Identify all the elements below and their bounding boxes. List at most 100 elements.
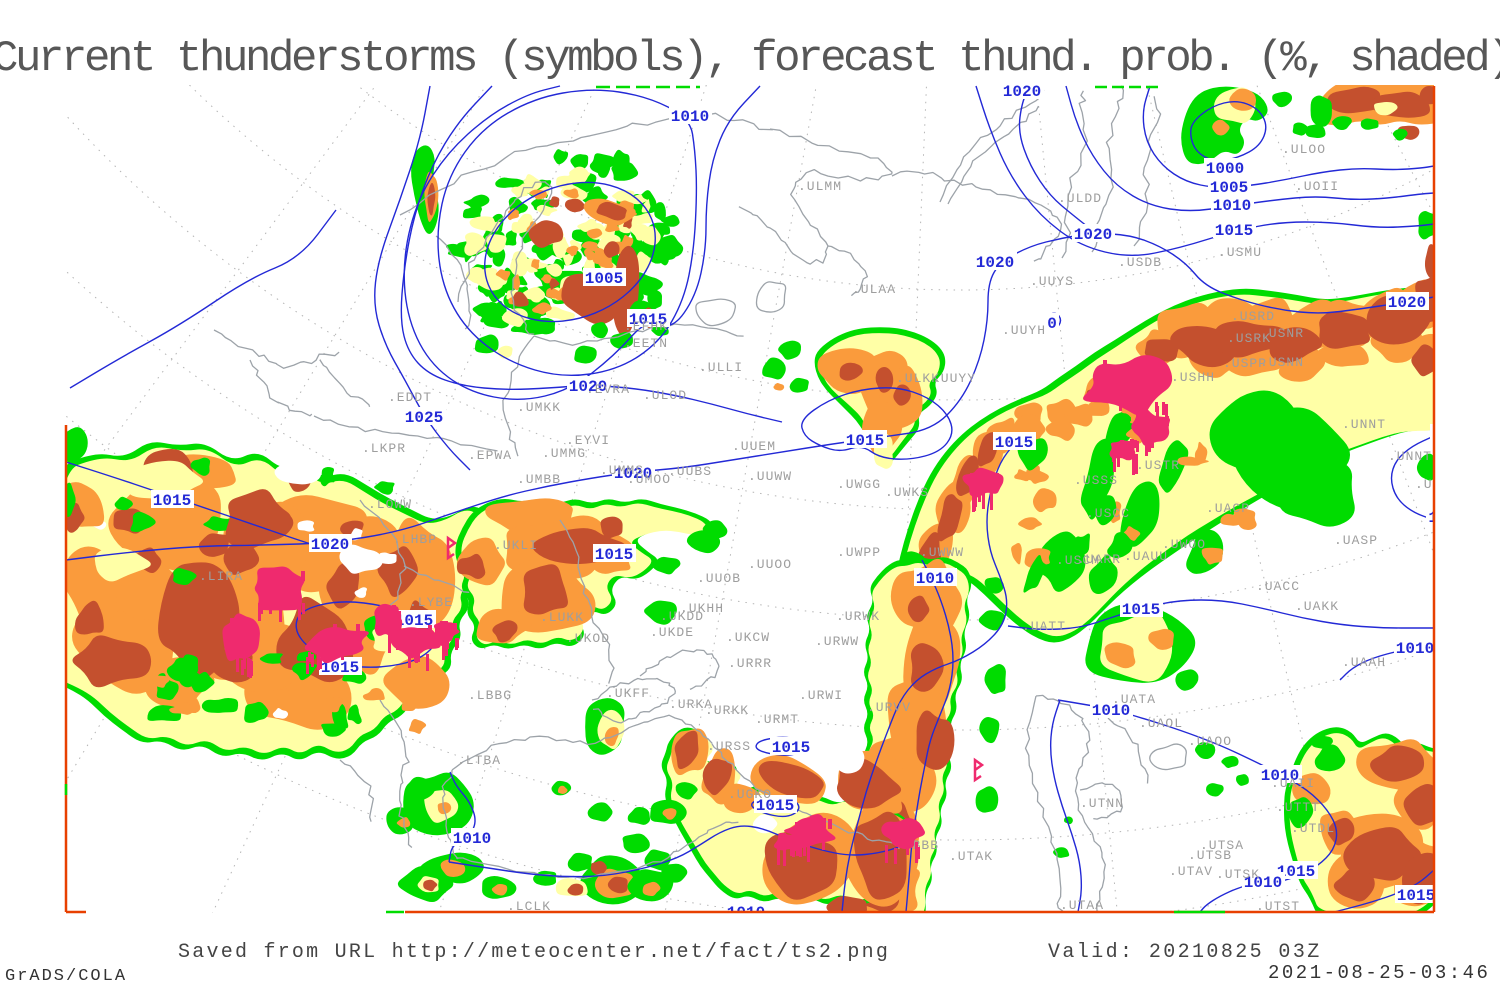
svg-text:.UWWW: .UWWW bbox=[920, 545, 964, 560]
svg-text:.UTSA: .UTSA bbox=[1200, 838, 1244, 853]
svg-text:.USCC: .USCC bbox=[1086, 506, 1130, 521]
svg-text:1020: 1020 bbox=[614, 465, 652, 483]
svg-text:Saved from URL http://meteocen: Saved from URL http://meteocenter.net/fa… bbox=[178, 941, 890, 964]
svg-text:.UUOB: .UUOB bbox=[697, 571, 741, 586]
svg-text:.UTSK: .UTSK bbox=[1216, 867, 1260, 882]
svg-text:.UUWW: .UUWW bbox=[748, 469, 792, 484]
svg-text:1020: 1020 bbox=[976, 254, 1014, 272]
svg-text:.UUYS: .UUYS bbox=[1030, 274, 1074, 289]
svg-text:.USRD: .USRD bbox=[1231, 309, 1275, 324]
svg-text:.URRR: .URRR bbox=[728, 656, 772, 671]
svg-text:.LTBA: .LTBA bbox=[457, 753, 501, 768]
svg-text:1015: 1015 bbox=[756, 797, 794, 815]
svg-text:.UAKK: .UAKK bbox=[1295, 599, 1339, 614]
svg-text:.ULKK: .ULKK bbox=[896, 371, 940, 386]
svg-text:.USHH: .USHH bbox=[1171, 370, 1215, 385]
svg-text:.UKCW: .UKCW bbox=[726, 630, 770, 645]
svg-text:.USNR: .USNR bbox=[1260, 326, 1304, 341]
svg-text:.UTAK: .UTAK bbox=[949, 849, 993, 864]
svg-text:.UUYH: .UUYH bbox=[1002, 323, 1046, 338]
svg-text:1015: 1015 bbox=[595, 546, 633, 564]
svg-text:1020: 1020 bbox=[1388, 294, 1426, 312]
svg-text:.UTST: .UTST bbox=[1256, 899, 1300, 914]
svg-text:.ULLI: .ULLI bbox=[699, 360, 743, 375]
svg-text:2021-08-25-03:46: 2021-08-25-03:46 bbox=[1268, 962, 1490, 984]
svg-text:1015: 1015 bbox=[772, 739, 810, 757]
svg-text:.UKDE: .UKDE bbox=[650, 625, 694, 640]
svg-text:1015: 1015 bbox=[395, 612, 433, 630]
svg-text:.URMT: .URMT bbox=[755, 712, 799, 727]
svg-text:.EPWA: .EPWA bbox=[468, 448, 512, 463]
svg-text:.LYBE: .LYBE bbox=[409, 595, 453, 610]
svg-text:.UMBB: .UMBB bbox=[517, 472, 561, 487]
svg-text:.USRK: .USRK bbox=[1227, 331, 1271, 346]
svg-text:.LBBG: .LBBG bbox=[468, 688, 512, 703]
svg-text:.UWPP: .UWPP bbox=[837, 545, 881, 560]
svg-text:1015: 1015 bbox=[153, 492, 191, 510]
svg-text:.UACC: .UACC bbox=[1256, 579, 1300, 594]
svg-text:.UACP: .UACP bbox=[1206, 501, 1250, 516]
svg-text:.UNBB: .UNBB bbox=[1415, 477, 1459, 492]
svg-text:.ULOO: .ULOO bbox=[1282, 142, 1326, 157]
svg-text:.LIRA: .LIRA bbox=[199, 569, 243, 584]
svg-text:1020: 1020 bbox=[1003, 83, 1041, 101]
svg-text:1010: 1010 bbox=[671, 108, 709, 126]
svg-text:.USDB: .USDB bbox=[1118, 255, 1162, 270]
svg-text:.UTSB: .UTSB bbox=[1188, 848, 1232, 863]
svg-text:.USPP: .USPP bbox=[1223, 356, 1267, 371]
svg-text:.UOII: .UOII bbox=[1295, 179, 1339, 194]
svg-text:.URSS: .URSS bbox=[707, 739, 751, 754]
svg-text:1010: 1010 bbox=[916, 570, 954, 588]
svg-text:.URVV: .URVV bbox=[867, 700, 911, 715]
svg-text:1010: 1010 bbox=[453, 830, 491, 848]
svg-text:.UWOO: .UWOO bbox=[1162, 537, 1206, 552]
svg-text:.USCM: .USCM bbox=[1056, 553, 1100, 568]
svg-text:.UMMG: .UMMG bbox=[542, 446, 586, 461]
svg-text:1020: 1020 bbox=[311, 536, 349, 554]
svg-text:1010: 1010 bbox=[1213, 197, 1251, 215]
svg-text:.URWI: .URWI bbox=[799, 688, 843, 703]
svg-text:.UWKS: .UWKS bbox=[885, 485, 929, 500]
svg-text:.ULDD: .ULDD bbox=[1058, 191, 1102, 206]
svg-text:1020: 1020 bbox=[569, 378, 607, 396]
svg-text:1015: 1015 bbox=[846, 432, 884, 450]
svg-text:.UKFF: .UKFF bbox=[606, 686, 650, 701]
svg-text:.LHBP: .LHBP bbox=[393, 532, 437, 547]
svg-text:.UAAH: .UAAH bbox=[1342, 655, 1386, 670]
svg-text:1010: 1010 bbox=[1092, 702, 1130, 720]
svg-text:.UKLI: .UKLI bbox=[494, 538, 538, 553]
svg-text:1025: 1025 bbox=[405, 409, 443, 427]
svg-text:1015: 1015 bbox=[995, 434, 1033, 452]
svg-text:.UTTT: .UTTT bbox=[1276, 800, 1320, 815]
svg-text:.ULMM: .ULMM bbox=[798, 179, 842, 194]
svg-text:1015: 1015 bbox=[1397, 887, 1435, 905]
svg-text:.URWK: .URWK bbox=[836, 609, 880, 624]
svg-text:.UMOO: .UMOO bbox=[627, 472, 671, 487]
svg-text:.EFHK: .EFHK bbox=[624, 319, 668, 334]
svg-text:1015: 1015 bbox=[1277, 863, 1315, 881]
svg-text:1005: 1005 bbox=[585, 270, 623, 288]
svg-text:.UWGG: .UWGG bbox=[837, 477, 881, 492]
svg-text:.UTAA: .UTAA bbox=[1060, 898, 1104, 913]
svg-text:GrADS/COLA: GrADS/COLA bbox=[5, 967, 127, 986]
svg-text:1020: 1020 bbox=[1074, 226, 1112, 244]
svg-text:1005: 1005 bbox=[1210, 179, 1248, 197]
svg-text:.UUEM: .UUEM bbox=[732, 439, 776, 454]
svg-text:.USTR: .USTR bbox=[1136, 458, 1180, 473]
svg-text:.URKK: .URKK bbox=[705, 703, 749, 718]
svg-text:.UMKK: .UMKK bbox=[517, 400, 561, 415]
svg-text:1010: 1010 bbox=[727, 904, 765, 922]
svg-text:10: 10 bbox=[1428, 509, 1447, 527]
svg-text:.UKDD: .UKDD bbox=[660, 609, 704, 624]
svg-text:.URWW: .URWW bbox=[815, 634, 859, 649]
svg-text:.LUKK: .LUKK bbox=[540, 610, 584, 625]
svg-text:.UGKO: .UGKO bbox=[728, 787, 772, 802]
svg-text:.UTAV: .UTAV bbox=[1169, 864, 1213, 879]
svg-text:.UTDL: .UTDL bbox=[1291, 821, 1335, 836]
svg-text:.ULAA: .ULAA bbox=[852, 282, 896, 297]
svg-text:.USMU: .USMU bbox=[1218, 245, 1262, 260]
svg-text:.UNNT: .UNNT bbox=[1342, 417, 1386, 432]
svg-text:.EDDT: .EDDT bbox=[388, 390, 432, 405]
svg-text:.UATA: .UATA bbox=[1112, 692, 1156, 707]
svg-text:.LOWW: .LOWW bbox=[368, 497, 412, 512]
